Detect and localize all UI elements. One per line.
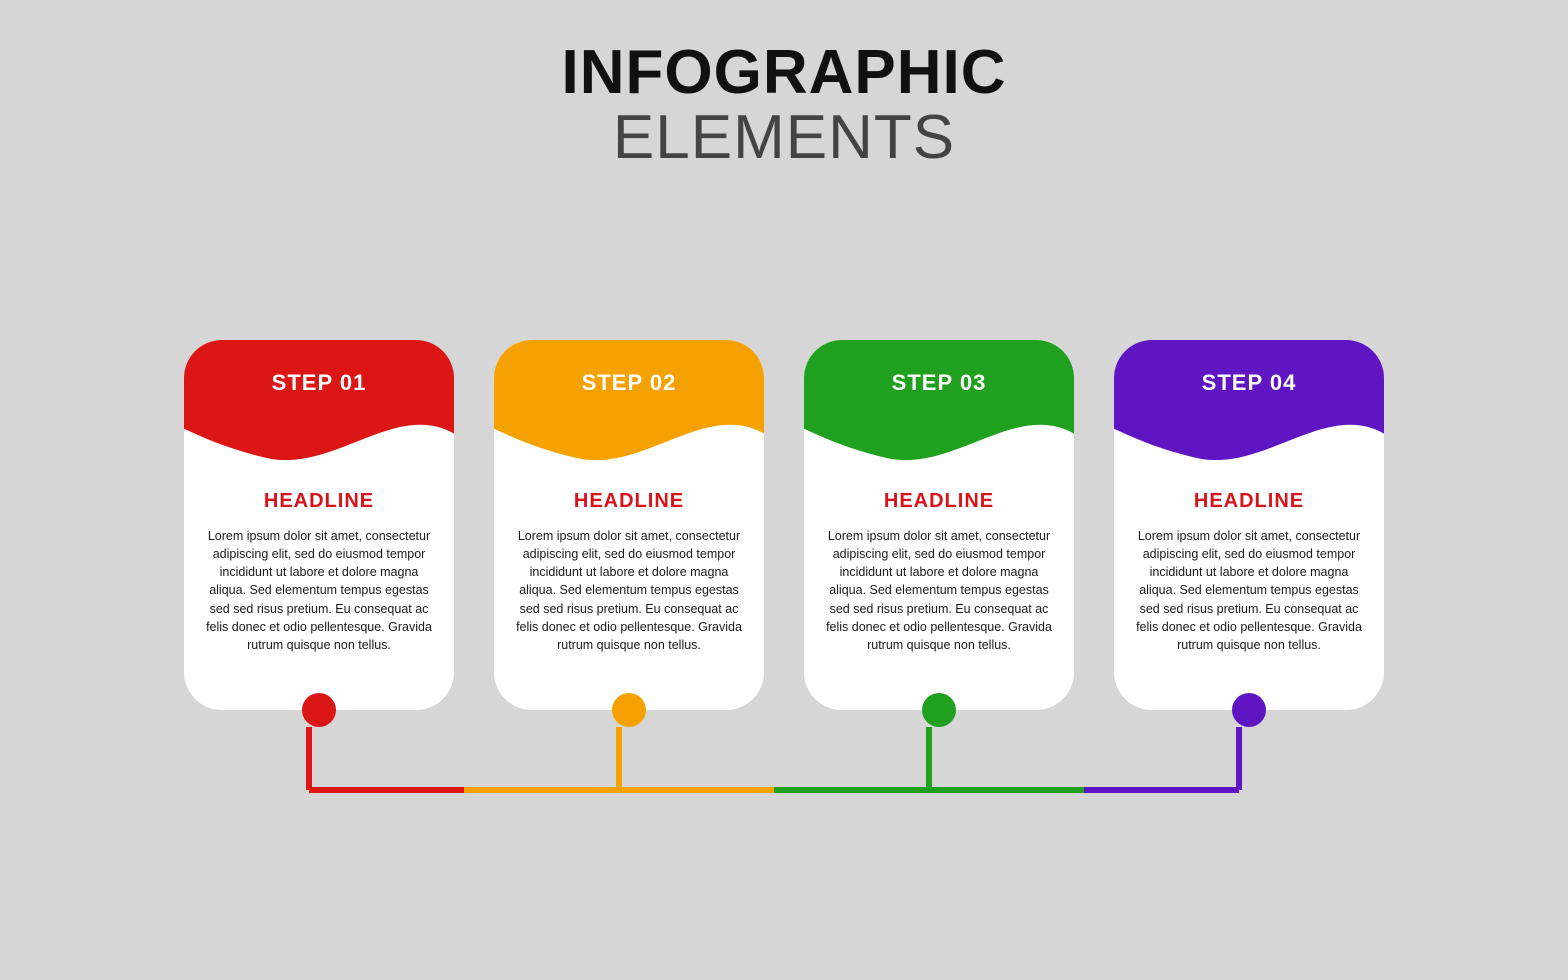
card-body-4: HEADLINE Lorem ipsum dolor sit amet, cons… <box>1114 490 1384 710</box>
card-header-3 <box>804 340 1074 460</box>
body-text-2: Lorem ipsum dolor sit amet, consectetur … <box>516 527 742 654</box>
step-card-4: STEP 04 HEADLINE Lorem ipsum dolor sit ame… <box>1114 340 1384 710</box>
headline-4: HEADLINE <box>1136 490 1362 513</box>
connector-dot-2 <box>612 693 646 727</box>
body-text-3: Lorem ipsum dolor sit amet, consectetur … <box>826 527 1052 654</box>
step-card-2: STEP 02 HEADLINE Lorem ipsum dolor sit ame… <box>494 340 764 710</box>
headline-1: HEADLINE <box>206 490 432 513</box>
cards-row: STEP 01 HEADLINE Lorem ipsum dolor sit ame… <box>0 340 1568 710</box>
title-line-2: ELEMENTS <box>0 105 1568 170</box>
step-label-4: STEP 04 <box>1114 370 1384 396</box>
card-header-4 <box>1114 340 1384 460</box>
title-line-1: INFOGRAPHIC <box>0 40 1568 105</box>
card-header-1 <box>184 340 454 460</box>
title-block: INFOGRAPHIC ELEMENTS <box>0 0 1568 170</box>
connector-dot-1 <box>302 693 336 727</box>
step-label-2: STEP 02 <box>494 370 764 396</box>
card-header-2 <box>494 340 764 460</box>
card-body-3: HEADLINE Lorem ipsum dolor sit amet, cons… <box>804 490 1074 710</box>
connector-dot-4 <box>1232 693 1266 727</box>
body-text-1: Lorem ipsum dolor sit amet, consectetur … <box>206 527 432 654</box>
step-card-1: STEP 01 HEADLINE Lorem ipsum dolor sit ame… <box>184 340 454 710</box>
card-body-1: HEADLINE Lorem ipsum dolor sit amet, cons… <box>184 490 454 710</box>
headline-2: HEADLINE <box>516 490 742 513</box>
step-card-3: STEP 03 HEADLINE Lorem ipsum dolor sit ame… <box>804 340 1074 710</box>
headline-3: HEADLINE <box>826 490 1052 513</box>
step-label-1: STEP 01 <box>184 370 454 396</box>
step-label-3: STEP 03 <box>804 370 1074 396</box>
connector-dot-3 <box>922 693 956 727</box>
card-body-2: HEADLINE Lorem ipsum dolor sit amet, cons… <box>494 490 764 710</box>
body-text-4: Lorem ipsum dolor sit amet, consectetur … <box>1136 527 1362 654</box>
